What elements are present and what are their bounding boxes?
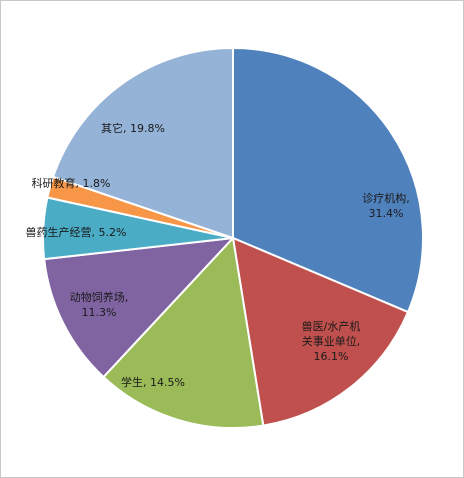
slice-label: 兽药生产经营, 5.2% (26, 225, 127, 239)
slice-label: 其它, 19.8% (101, 121, 165, 135)
slice-label: 科研教育, 1.8% (32, 176, 111, 190)
slice-label: 兽医/水产机关事业单位, 16.1% (302, 319, 361, 363)
slice-label: 学生, 14.5% (121, 375, 185, 389)
slice-label: 动物饲养场, 11.3% (70, 290, 129, 319)
slice-label: 诊疗机构, 31.4% (362, 191, 410, 220)
pie-slice (102, 237, 265, 429)
pie-slice (232, 237, 409, 427)
pie-slice (52, 47, 234, 239)
pie-slice (232, 47, 424, 314)
pie-slice (43, 237, 234, 379)
